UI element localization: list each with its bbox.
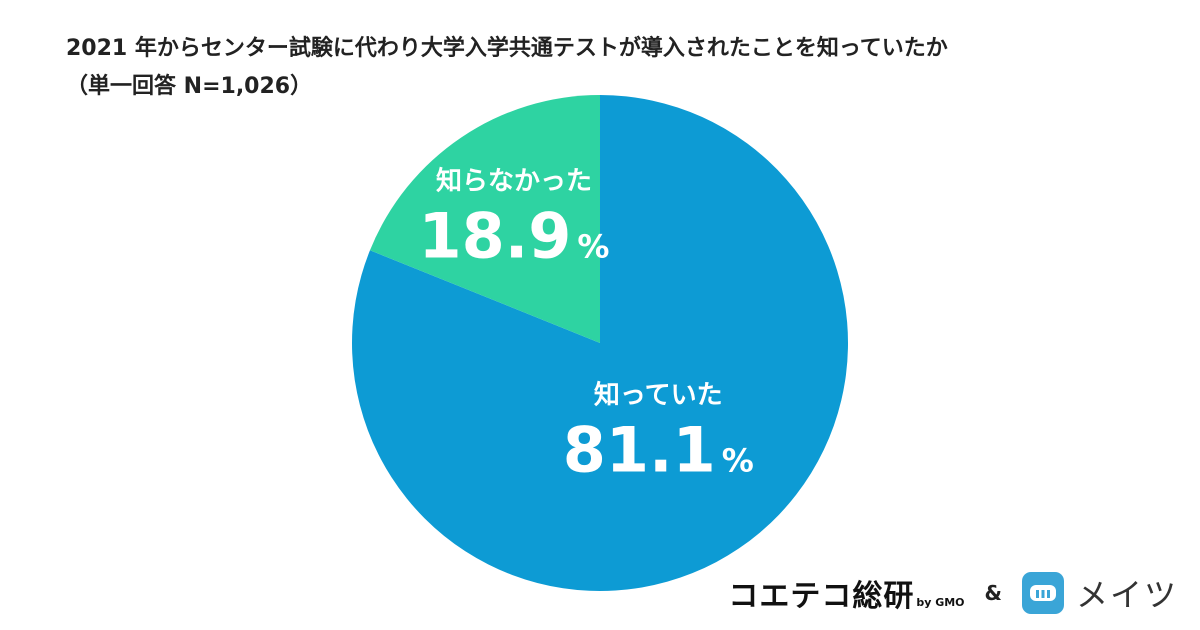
mates-logo-icon: [1021, 572, 1064, 614]
chart-title-line2: （単一回答 N=1,026）: [66, 74, 313, 99]
slice-label-1: 知っていた: [594, 380, 723, 410]
brand2-text: メイツ: [1075, 576, 1178, 614]
footer-logos: コエテコ総研 by GMO & メイツ: [728, 570, 1178, 616]
slice-label-2: 知らなかった: [436, 167, 592, 197]
chart-title-line1: 2021 年からセンター試験に代わり大学入学共通テストが導入されたことを知ってい…: [66, 36, 948, 61]
brand1-text: コエテコ総研: [728, 579, 915, 614]
chart-title: 2021 年からセンター試験に代わり大学入学共通テストが導入されたことを知ってい…: [66, 30, 1166, 106]
slice-value-1: 81.1%: [563, 413, 754, 486]
kotoeteko-logo: コエテコ総研 by GMO: [728, 571, 964, 615]
brand1-by-text: by GMO: [916, 596, 965, 609]
pie-slice-2: [369, 95, 600, 343]
ampersand: &: [984, 581, 1002, 605]
